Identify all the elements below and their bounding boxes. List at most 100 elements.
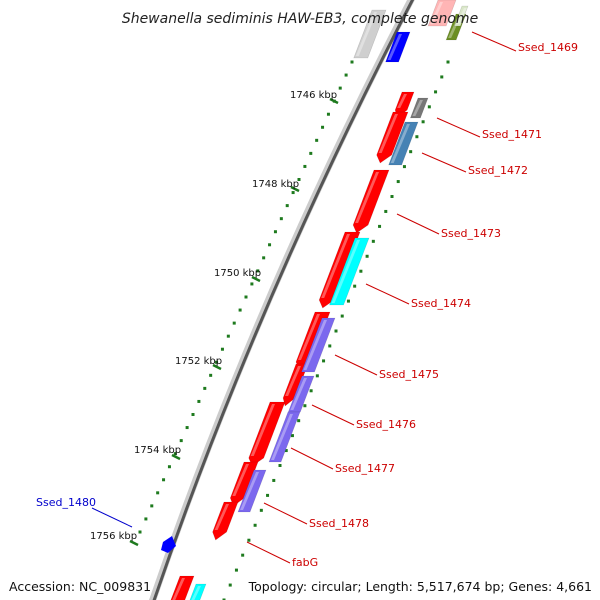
gene-block-red[interactable]: [318, 231, 361, 309]
feature-dot: [353, 284, 357, 288]
gene-label-leader: [263, 502, 308, 525]
gene-block-reverse-blue[interactable]: [161, 536, 176, 553]
backbone-shadow: [148, 0, 415, 600]
gene-features: [161, 0, 469, 600]
scale-dot: [303, 164, 307, 168]
scale-dot: [138, 530, 142, 534]
scale-dot: [238, 308, 242, 312]
gene-block-light-gray[interactable]: [353, 9, 387, 59]
accession-text: Accession: NC_009831: [9, 579, 152, 594]
gene-block-red-highlight: [298, 314, 320, 360]
scale-dot: [273, 230, 277, 234]
gene-label-ssed_1474[interactable]: Ssed_1474: [411, 297, 471, 310]
scale-dot: [315, 138, 319, 142]
scale-dot: [185, 426, 189, 430]
scale-dot: [297, 178, 301, 181]
gene-block-red[interactable]: [169, 575, 195, 600]
gene-block-cyan[interactable]: [188, 583, 207, 600]
scale-tick-mark: [129, 539, 139, 547]
gene-block-pale-green-highlight: [456, 8, 467, 24]
gene-block-slate[interactable]: [268, 411, 301, 463]
gene-block-red-highlight: [285, 366, 301, 396]
gene-block-slate-highlight: [240, 472, 259, 510]
gene-block-red-highlight: [321, 234, 350, 298]
gene-label-ssed_1472[interactable]: Ssed_1472: [468, 164, 528, 177]
scale-dot: [350, 60, 354, 64]
scale-dot: [203, 386, 207, 390]
scale-dot: [167, 465, 171, 469]
scale-dot: [279, 217, 283, 221]
scale-dot: [321, 125, 325, 129]
feature-dot: [309, 389, 313, 393]
feature-dot: [446, 60, 450, 64]
gene-block-slate[interactable]: [301, 317, 336, 373]
gene-block-gray[interactable]: [409, 97, 429, 119]
gene-label-fabg[interactable]: fabG: [292, 556, 318, 569]
gene-block-cyan-highlight: [191, 586, 201, 600]
scale-tick-mark: [251, 275, 261, 283]
gene-block-red[interactable]: [212, 501, 239, 541]
gene-label-leader: [421, 152, 467, 173]
feature-dot: [340, 314, 344, 318]
map-title: Shewanella sediminis HAW-EB3, complete g…: [122, 11, 478, 27]
feature-dot: [315, 374, 319, 378]
gene-label-ssed_1473[interactable]: Ssed_1473: [441, 227, 501, 240]
scale-tick-label: 1748 kbp: [252, 179, 299, 190]
gene-block-red-highlight: [378, 114, 398, 153]
scale-dot: [344, 73, 348, 77]
gene-label-ssed_1471[interactable]: Ssed_1471: [482, 128, 542, 141]
gene-block-red[interactable]: [376, 111, 409, 164]
gene-block-faded-red-highlight: [430, 2, 443, 24]
gene-block-cyan[interactable]: [329, 237, 370, 306]
feature-dot: [409, 150, 413, 154]
gene-block-steel-highlight: [390, 124, 410, 163]
feature-dot: [334, 329, 338, 333]
gene-block-red-highlight: [172, 578, 185, 600]
scale-dot: [232, 321, 236, 325]
scale-tick-mark: [290, 185, 300, 193]
gene-label-leader: [365, 283, 410, 305]
gene-label-ssed_1478[interactable]: Ssed_1478: [309, 517, 369, 530]
gene-block-slate-highlight: [303, 320, 327, 370]
scale-dot: [309, 151, 313, 155]
gene-block-blue[interactable]: [385, 31, 411, 63]
gene-label-ssed_1480[interactable]: Ssed_1480: [36, 496, 96, 509]
gene-label-ssed_1476[interactable]: Ssed_1476: [356, 418, 416, 431]
scale-dot: [150, 504, 154, 508]
feature-dot: [222, 598, 226, 600]
gene-block-faded-red[interactable]: [427, 0, 457, 27]
gene-block-blue-highlight: [387, 34, 402, 60]
feature-dot: [228, 583, 232, 587]
feature-dot: [396, 180, 400, 184]
scale-dot: [250, 282, 254, 286]
gene-block-steel[interactable]: [388, 121, 419, 166]
gene-block-red[interactable]: [352, 169, 390, 234]
gene-labels: Ssed_1469 Ssed_1471 Ssed_1472 Ssed_1473 Ssed…: [36, 31, 578, 569]
gene-block-red[interactable]: [229, 461, 259, 507]
feature-dot: [415, 135, 419, 139]
gene-block-gray-highlight: [412, 100, 423, 116]
gene-block-slate-highlight: [290, 378, 307, 410]
feature-dot: [303, 404, 307, 408]
gene-label-ssed_1469[interactable]: Ssed_1469: [518, 41, 578, 54]
gene-label-ssed_1475[interactable]: Ssed_1475: [379, 368, 439, 381]
scale-dot: [285, 204, 289, 208]
gene-label-leader: [290, 447, 334, 470]
gene-block-red-highlight: [214, 504, 229, 530]
feature-dot: [427, 105, 431, 109]
gene-block-pale-green[interactable]: [453, 5, 469, 27]
feature-dot: [402, 165, 406, 169]
gene-block-slate[interactable]: [237, 469, 267, 513]
gene-label-ssed_1477[interactable]: Ssed_1477: [335, 462, 395, 475]
scale-dot: [226, 334, 230, 338]
feature-dot: [290, 434, 294, 438]
gene-block-cyan-highlight: [331, 240, 360, 303]
feature-dot: [365, 254, 369, 258]
feature-dot: [266, 493, 270, 497]
gene-block-slate[interactable]: [287, 375, 315, 413]
feature-dot: [247, 538, 251, 542]
gene-label-leader: [471, 31, 517, 52]
scale-dot: [173, 452, 177, 456]
feature-dot: [234, 568, 238, 572]
feature-dot: [440, 75, 444, 79]
